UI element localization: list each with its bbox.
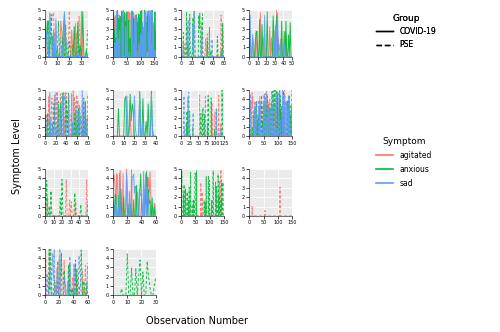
Text: Observation Number: Observation Number [146, 316, 248, 326]
Legend: COVID-19, PSE: COVID-19, PSE [376, 14, 436, 49]
Text: Symptom Level: Symptom Level [12, 118, 22, 194]
Legend: agitated, anxious, sad: agitated, anxious, sad [376, 137, 432, 188]
